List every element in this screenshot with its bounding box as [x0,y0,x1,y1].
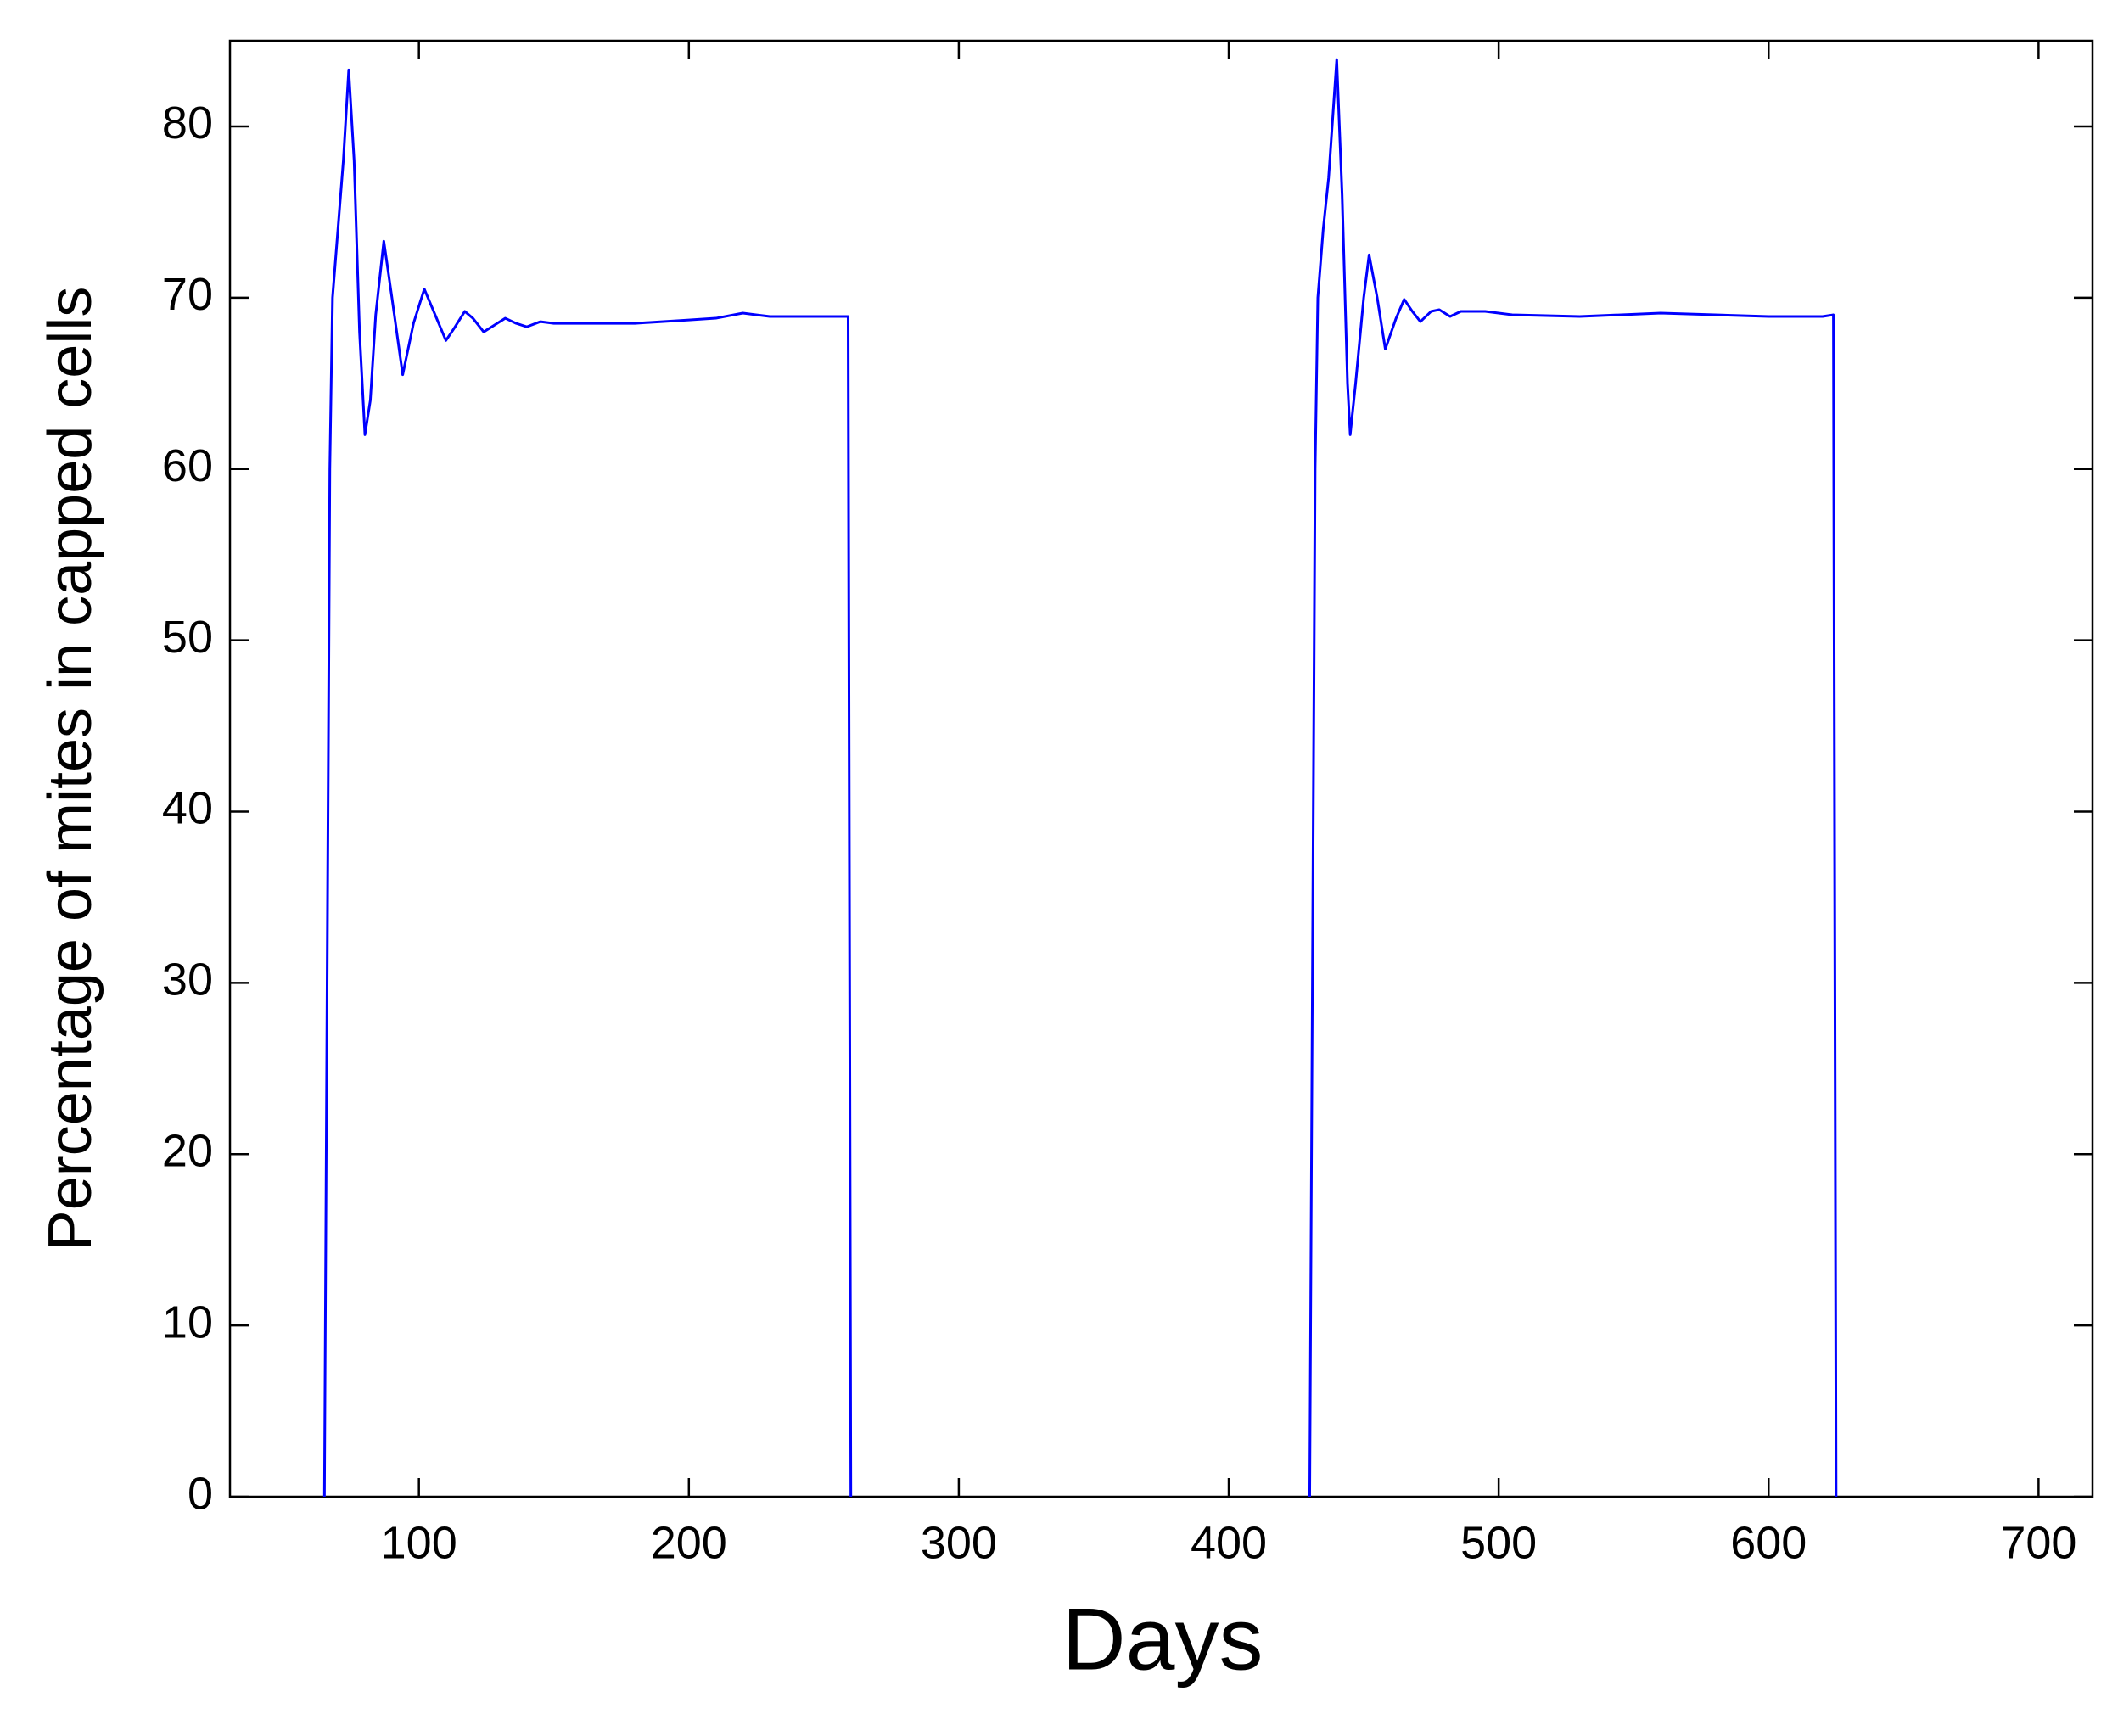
y-tick-label: 70 [162,269,213,320]
data-line [322,58,1838,1498]
x-tick-label: 700 [2000,1517,2076,1568]
x-tick-label: 600 [1730,1517,1807,1568]
y-tick-label: 30 [162,955,213,1005]
y-tick-label: 10 [162,1296,213,1347]
plot-area [228,39,2094,1498]
x-tick-label: 500 [1460,1517,1537,1568]
y-axis-label: Percentage of mites in capped cells [36,287,104,1252]
y-tick-label: 40 [162,783,213,834]
x-tick-label: 100 [381,1517,457,1568]
y-tick-label: 80 [162,98,213,148]
x-tick-label: 300 [921,1517,997,1568]
x-axis-label: Days [1062,1590,1264,1688]
y-tick-label: 0 [188,1468,213,1519]
y-tick-label: 50 [162,612,213,663]
x-tick-label: 200 [651,1517,727,1568]
x-tick-label: 400 [1191,1517,1267,1568]
y-tick-label: 20 [162,1126,213,1177]
y-tick-label: 60 [162,440,213,491]
